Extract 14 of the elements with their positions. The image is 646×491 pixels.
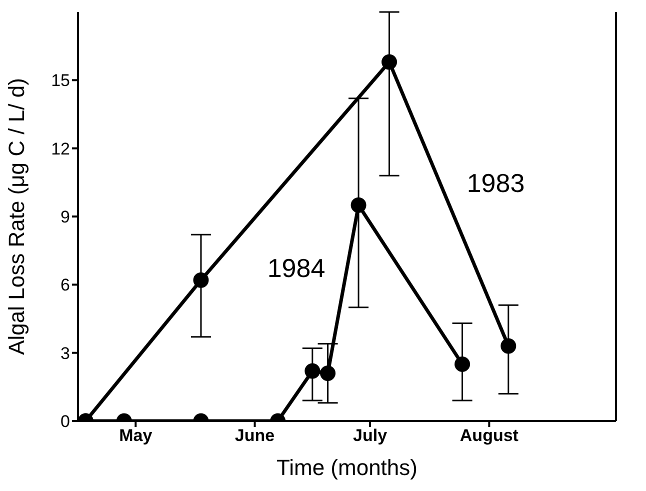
y-tick-label: 15 bbox=[51, 71, 70, 90]
y-tick-label: 0 bbox=[60, 412, 70, 432]
y-tick-label: 12 bbox=[51, 139, 70, 158]
y-axis-title: Algal Loss Rate (μg C / L/ d) bbox=[4, 78, 29, 355]
y-tick-label: 9 bbox=[60, 208, 70, 227]
x-tick-label: July bbox=[353, 426, 388, 446]
series-label: 1984 bbox=[267, 253, 326, 284]
y-tick-label: 3 bbox=[60, 344, 70, 363]
series-label: 1983 bbox=[466, 168, 525, 198]
x-axis-title: Time (months) bbox=[276, 455, 418, 480]
y-tick-label: 6 bbox=[60, 276, 70, 295]
x-tick-label: June bbox=[234, 426, 275, 446]
x-tick-label: May bbox=[119, 426, 153, 446]
x-tick-label: August bbox=[460, 426, 519, 446]
